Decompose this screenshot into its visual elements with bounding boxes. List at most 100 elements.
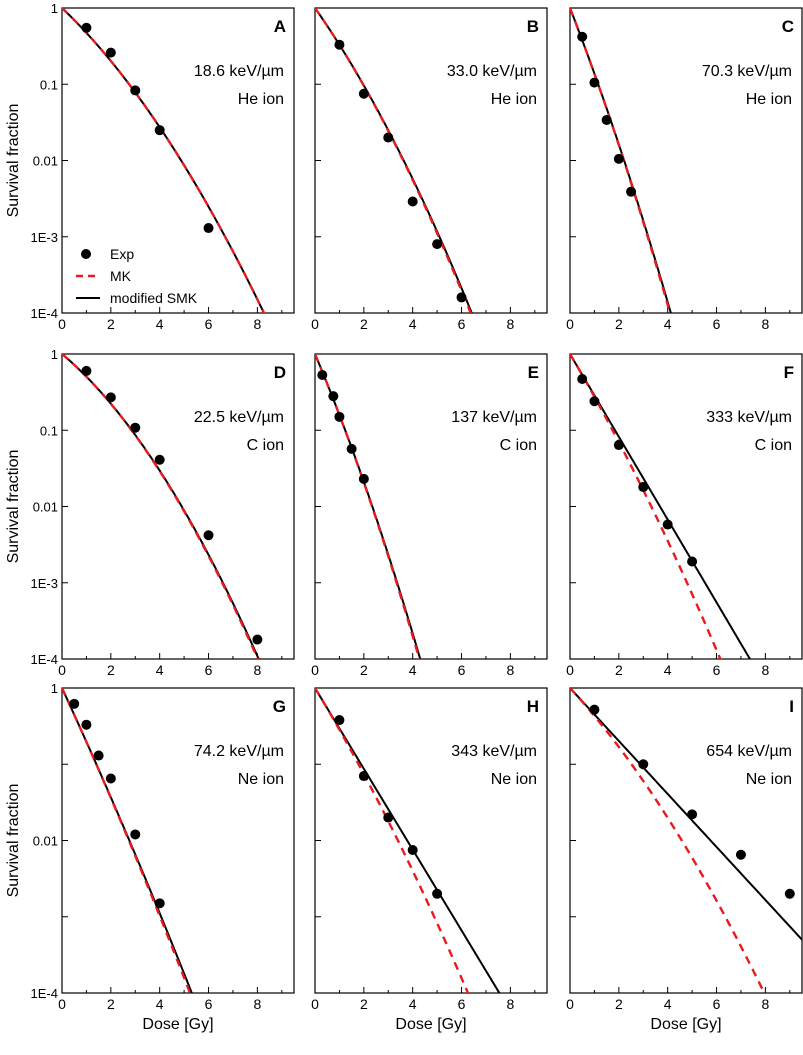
exp-point: [432, 888, 443, 899]
curve-group: [570, 354, 752, 659]
x-tick-label: 8: [253, 996, 261, 1012]
exp-point: [252, 634, 263, 645]
x-tick-label: 4: [664, 316, 672, 332]
x-tick-label: 0: [566, 316, 574, 332]
x-axis-label: Dose [Gy]: [650, 1016, 721, 1033]
x-tick-label: 6: [713, 996, 721, 1012]
plot-frame: [61, 687, 295, 994]
exp-point: [687, 809, 698, 820]
exp-point: [346, 443, 357, 454]
y-tick-label: 1: [51, 347, 58, 362]
x-tick-label: 0: [58, 316, 66, 332]
panel-letter: F: [784, 363, 794, 382]
ion-label: He ion: [491, 91, 537, 108]
exp-point: [317, 370, 328, 381]
exp-point: [203, 530, 214, 541]
let-label: 33.0 keV/µm: [447, 63, 537, 80]
x-tick-label: 0: [58, 996, 66, 1012]
exp-point: [130, 422, 141, 433]
panel-a: 0 2 4 6 8 1 0.1 0.01 1E-3 1E-4 Survival fraction A 1…: [5, 1, 295, 332]
x-tick-label: 2: [615, 316, 623, 332]
panel-e: 0 2 4 6 8 E 137 keV/µm C ion: [311, 353, 548, 678]
exp-point: [334, 411, 345, 422]
mk-curve: [315, 8, 472, 313]
exp-point: [358, 771, 369, 782]
x-tick-label: 6: [205, 316, 213, 332]
plot-frame: [314, 687, 548, 994]
panel-letter: E: [528, 363, 539, 382]
y-tick-label: 1E-3: [31, 230, 58, 245]
let-label: 18.6 keV/µm: [194, 63, 284, 80]
let-label: 22.5 keV/µm: [194, 409, 284, 426]
x-tick-label: 0: [311, 996, 319, 1012]
panel-d: 0 2 4 6 8 1 0.1 0.01 1E-3 1E-4 Survival fraction D 2…: [5, 347, 295, 678]
panel-letter: A: [274, 17, 286, 36]
panel-letter: B: [527, 17, 539, 36]
legend: Exp MK modified SMK: [76, 246, 198, 306]
exp-point: [69, 698, 80, 709]
curve-group: [315, 8, 473, 313]
x-tick-label: 2: [615, 662, 623, 678]
y-tick-label: 1E-4: [31, 306, 58, 321]
curve-group: [570, 8, 672, 313]
let-label: 70.3 keV/µm: [702, 63, 792, 80]
mk-curve: [570, 688, 766, 993]
x-tick-label: 4: [409, 996, 417, 1012]
smk-curve: [570, 688, 802, 941]
plot-frame: [61, 7, 295, 314]
exp-point: [407, 845, 418, 856]
x-tick-label: 2: [615, 996, 623, 1012]
x-tick-label: 2: [360, 662, 368, 678]
exp-point: [334, 39, 345, 50]
curve-group: [315, 354, 422, 659]
x-tick-label: 8: [253, 316, 261, 332]
panel-c: 0 2 4 6 8 C 70.3 keV/µm He ion: [566, 7, 803, 332]
x-tick-label: 8: [506, 996, 514, 1012]
x-tick-label: 6: [458, 662, 466, 678]
mk-curve: [570, 354, 722, 659]
x-tick-label: 4: [156, 316, 164, 332]
y-axis-label: Survival fraction: [5, 784, 22, 898]
plot-frame: [314, 353, 548, 660]
y-tick-label: 1E-3: [31, 576, 58, 591]
x-tick-label: 4: [409, 662, 417, 678]
curve-group: [62, 688, 193, 993]
exp-point: [613, 440, 624, 451]
y-tick-label: 1: [51, 1, 58, 16]
mk-curve: [315, 354, 421, 659]
exp-point: [589, 77, 600, 88]
x-tick-label: 0: [58, 662, 66, 678]
exp-point: [358, 88, 369, 99]
exp-point: [203, 223, 214, 234]
exp-point: [358, 473, 369, 484]
ion-label: Ne ion: [491, 771, 537, 788]
x-tick-label: 0: [311, 662, 319, 678]
y-tick-label: 0.01: [33, 834, 58, 849]
y-tick-label: 0.01: [33, 154, 58, 169]
panel-letter: I: [789, 697, 794, 716]
x-axis-label: Dose [Gy]: [142, 1016, 213, 1033]
mk-curve: [62, 688, 192, 993]
x-tick-label: 6: [458, 996, 466, 1012]
y-tick-label: 0.01: [33, 500, 58, 515]
x-tick-label: 6: [713, 316, 721, 332]
exp-point: [407, 196, 418, 207]
panel-f: 0 2 4 6 8 F 333 keV/µm C ion: [566, 353, 803, 678]
panel-letter: H: [527, 697, 539, 716]
exp-point: [577, 374, 588, 385]
exp-point: [93, 750, 104, 761]
mk-curve: [62, 8, 266, 313]
curve-group: [62, 8, 266, 313]
x-tick-label: 8: [761, 996, 769, 1012]
exp-point: [81, 22, 92, 33]
ion-label: C ion: [755, 437, 792, 454]
ion-label: He ion: [238, 91, 284, 108]
exp-point: [383, 132, 394, 143]
y-tick-label: 0.1: [40, 423, 58, 438]
x-tick-label: 6: [205, 996, 213, 1012]
exp-point: [154, 125, 165, 136]
exp-point: [638, 482, 649, 493]
let-label: 74.2 keV/µm: [194, 743, 284, 760]
x-tick-label: 8: [506, 316, 514, 332]
